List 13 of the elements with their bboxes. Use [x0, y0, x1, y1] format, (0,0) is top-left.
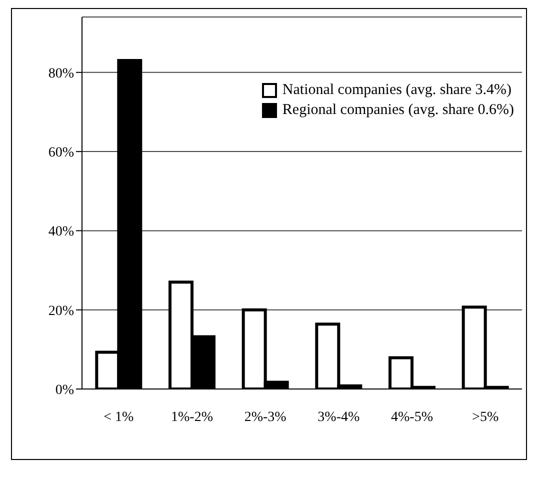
- x-tick-label: >5%: [472, 410, 499, 425]
- x-tick-label: < 1%: [104, 410, 134, 425]
- y-tick-label: 60%: [48, 146, 74, 161]
- y-tick-label: 20%: [48, 304, 74, 319]
- y-tick-label: 40%: [48, 224, 74, 240]
- x-tick-label: 3%-4%: [318, 410, 360, 425]
- x-tick-label: 4%-5%: [391, 410, 434, 425]
- y-tick-label: 0%: [55, 382, 74, 398]
- legend-label: National companies (avg. share 3.4%): [282, 82, 512, 99]
- x-tick-label: 1%-2%: [171, 410, 214, 425]
- x-tick-label: 2%-3%: [244, 410, 287, 425]
- legend-label: Regional companies (avg. share 0.6%): [282, 102, 514, 119]
- y-tick-label: 80%: [48, 66, 74, 82]
